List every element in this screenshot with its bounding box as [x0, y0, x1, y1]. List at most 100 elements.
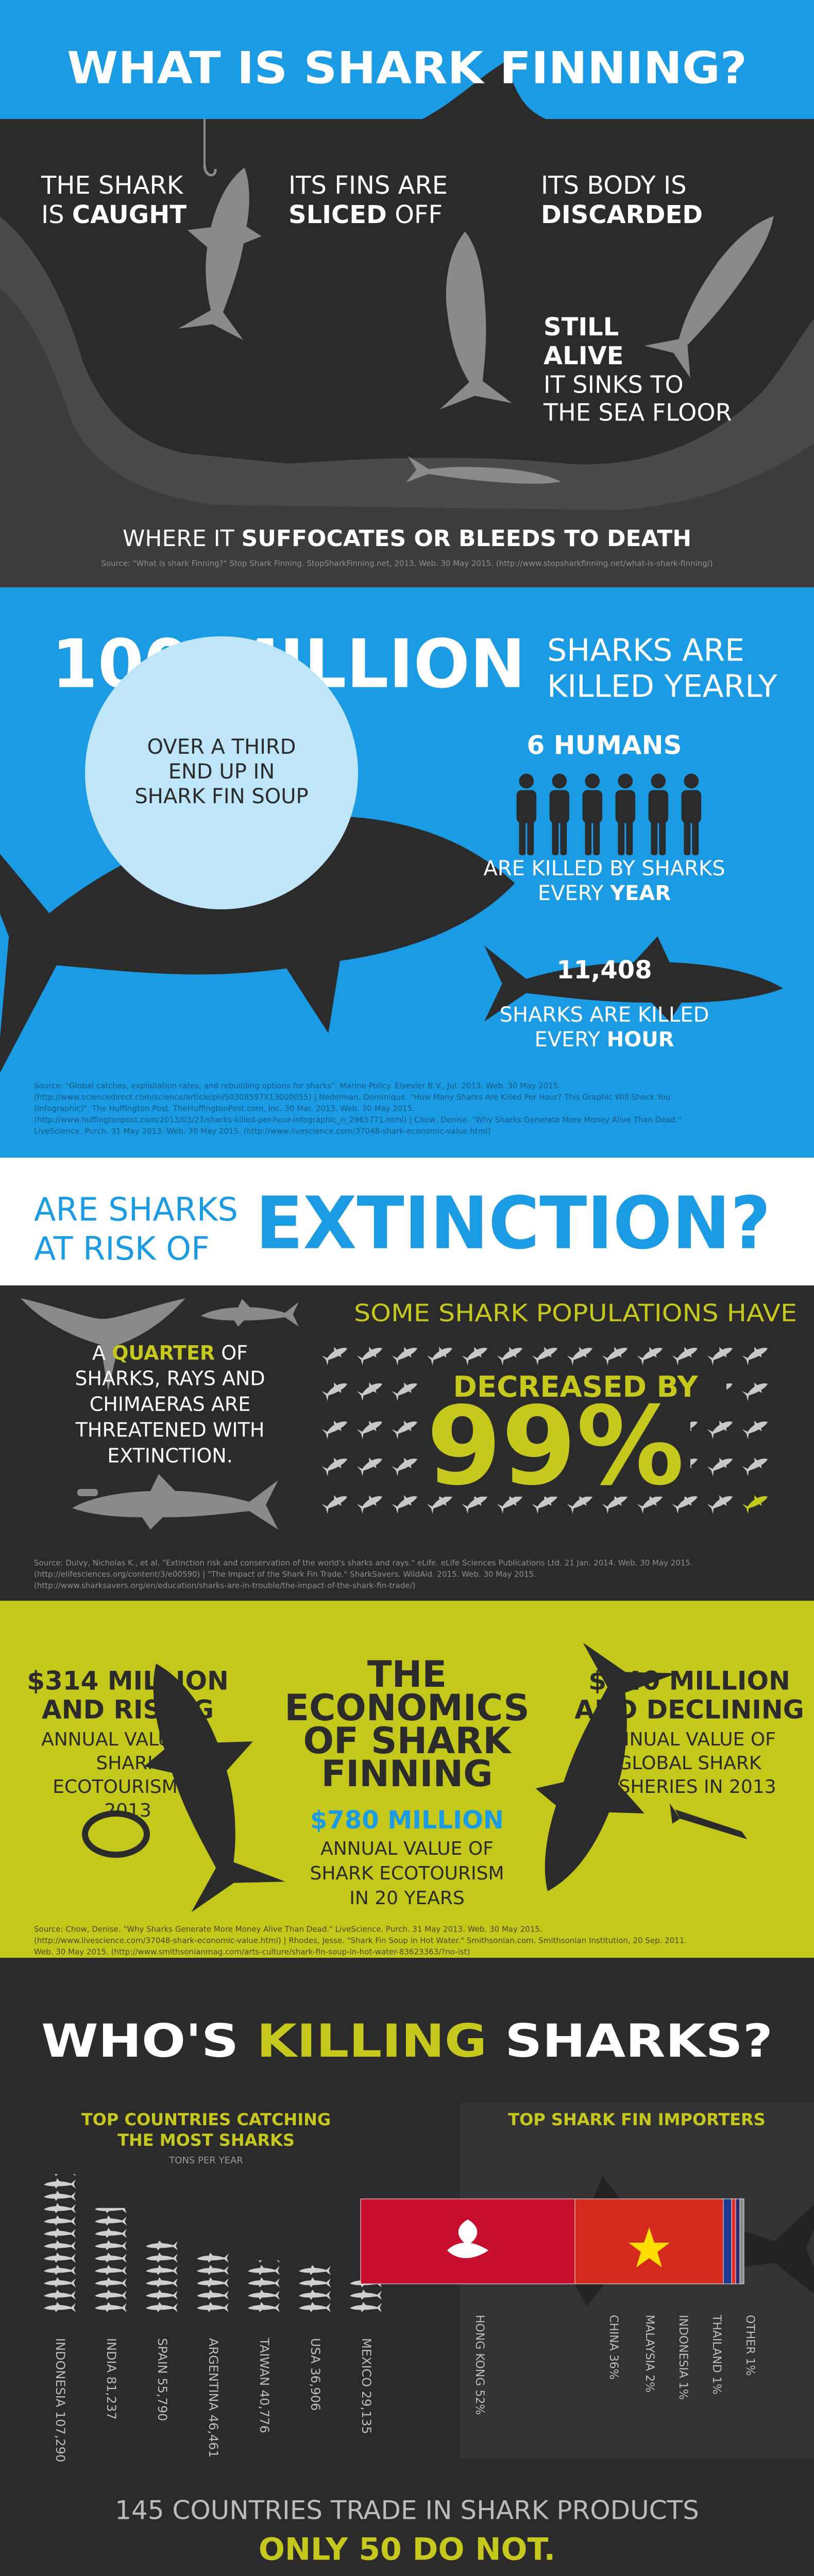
country-name: ARGENTINA	[206, 2338, 221, 2411]
importer-label: THAILAND 1%	[710, 2314, 723, 2395]
importer-value: 52%	[473, 2389, 486, 2415]
economics-text: SHARK ECOTOURISM	[310, 1863, 504, 1884]
economics-title: THE	[367, 1653, 447, 1696]
ray-silhouette	[21, 1298, 185, 1391]
economics-figure: $314 MILLION	[27, 1666, 229, 1696]
hourly-text: SHARKS ARE KILLED	[500, 1003, 709, 1027]
quarter-text: A	[92, 1342, 106, 1364]
step-text: SLICED OFF	[289, 200, 443, 229]
importer-name: HONG KONG	[473, 2315, 486, 2386]
step-emphasis: CAUGHT	[72, 200, 186, 229]
economics-title: FINNING	[321, 1753, 493, 1795]
quarter-text: OF	[221, 1342, 248, 1364]
catch-chart: INDONESIA 107,290 INDIA 81,237 SPAIN 55,79…	[44, 2174, 382, 2462]
step-emphasis: ALIVE	[544, 342, 624, 370]
soup-circle	[85, 636, 358, 909]
economics-text: FISHERIES IN 2013	[602, 1776, 776, 1798]
source-line: (http://www.sciencedirect.com/science/ar…	[34, 1093, 670, 1102]
source: Source: "What is shark Finning?" Stop Sh…	[101, 559, 713, 568]
killers-emphasis: KILLING	[257, 2014, 487, 2067]
subhead: SHARKS ARE	[547, 633, 744, 669]
quarter-emphasis: QUARTER	[112, 1342, 215, 1364]
importer-value: 1%	[676, 2382, 689, 2400]
step-text: IT SINKS TO	[544, 371, 684, 399]
source-line: Source: Dulvy, Nicholas K., et al. "Exti…	[34, 1558, 693, 1568]
country-label: MEXICO 29,135	[359, 2338, 374, 2434]
source-line: Source: Chow, Denise. "Why Sharks Genera…	[34, 1925, 542, 1934]
importer-name: CHINA	[607, 2315, 620, 2351]
step-emphasis: DISCARDED	[541, 200, 703, 229]
humans-text: EVERY	[538, 882, 604, 905]
chart-title: TOP SHARK FIN IMPORTERS	[508, 2110, 765, 2129]
header-band	[0, 0, 814, 119]
economics-figure: $640 MILLION	[588, 1666, 790, 1696]
subhead: KILLED YEARLY	[547, 669, 777, 705]
importer-value: 1%	[710, 2377, 723, 2395]
populations-figure: 99%	[427, 1383, 684, 1510]
importer-name: THAILAND	[710, 2314, 723, 2373]
economics-text: SHARK	[96, 1753, 160, 1774]
economics-trend: AND RISING	[42, 1695, 214, 1725]
step-text: ITS FINS ARE	[289, 171, 448, 200]
step-text: OFF	[395, 200, 443, 229]
quarter-text: A QUARTER OF	[92, 1342, 248, 1364]
source-line: (http://www.sharksavers.org/en/education…	[34, 1581, 415, 1590]
step-text: THE SHARK	[41, 171, 184, 200]
country-label: TAIWAN 40,776	[257, 2337, 272, 2433]
hammer-head	[77, 1489, 98, 1496]
economics-text: ANNUAL VALUE OF	[603, 1729, 776, 1750]
country-value: 107,290	[53, 2411, 67, 2462]
economics-title: ECONOMICS	[284, 1687, 530, 1729]
step-text: IS	[41, 200, 64, 229]
source-line: Source: "Global catches, exploitation ra…	[34, 1081, 561, 1091]
flag-emblem	[447, 2219, 488, 2258]
source: Source: "Global catches, exploitation ra…	[34, 1081, 682, 1136]
section-background	[0, 1158, 814, 1285]
importer-value: 2%	[643, 2375, 656, 2393]
fin-silhouette	[422, 62, 546, 119]
humans-title: 6 HUMANS	[527, 731, 682, 760]
importer-segment	[723, 2198, 732, 2284]
country-label: SPAIN 55,790	[155, 2338, 169, 2421]
economics-text: 2013	[104, 1800, 151, 1821]
populations-emphasis: DECREASED BY	[453, 1370, 699, 1404]
country-value: 81,237	[104, 2377, 118, 2420]
country-name: TAIWAN	[257, 2337, 272, 2386]
country-label: USA 36,906	[308, 2338, 323, 2411]
extinction-lead: AT RISK OF	[34, 1230, 210, 1267]
chart-unit: TONS PER YEAR	[168, 2155, 243, 2166]
step-text: THE SEA FLOOR	[543, 399, 732, 427]
soup-text: OVER A THIRD	[147, 735, 296, 759]
hook	[203, 164, 217, 177]
label-backdrop	[428, 1371, 726, 1404]
soup-text: SHARK FIN SOUP	[134, 785, 308, 808]
importer-label: OTHER 1%	[743, 2315, 756, 2376]
importer-segment	[735, 2198, 740, 2284]
mask-icon	[82, 1810, 150, 1858]
source: Source: Dulvy, Nicholas K., et al. "Exti…	[34, 1558, 693, 1590]
flag-emblem	[629, 2227, 670, 2267]
hourly-text: EVERY	[534, 1028, 600, 1052]
country-value: 36,906	[308, 2367, 323, 2411]
importer-value: 1%	[743, 2358, 756, 2376]
source-line: (http://www.livescience.com/37048-shark-…	[34, 1936, 687, 1945]
country-name: MEXICO	[359, 2338, 374, 2387]
step-text: WHERE IT	[123, 526, 234, 552]
economics-text: GLOBAL SHARK	[618, 1753, 762, 1774]
importer-name: MALAYSIA	[643, 2315, 656, 2371]
sea-floor-front	[0, 289, 814, 587]
humans-text: EVERY YEAR	[538, 882, 671, 905]
hourly-emphasis: HOUR	[607, 1028, 674, 1052]
source-line: (http://www.huffingtonpost.com/2013/03/2…	[34, 1115, 682, 1125]
quarter-text: THREATENED WITH	[75, 1419, 265, 1442]
importer-label: CHINA 36%	[607, 2315, 620, 2380]
economics-title: OF SHARK	[303, 1720, 512, 1762]
source-line: LiveScience. Purch. 31 May 2013. Web. 30…	[34, 1127, 490, 1136]
source-line: Web. 30 May 2015. (http://www.smithsonia…	[34, 1947, 470, 1957]
importers-chart: HONG KONG 52% CHINA 36% MALAYSIA 2% INDONES…	[360, 2198, 756, 2415]
importer-name: INDONESIA	[676, 2315, 689, 2378]
country-label: ARGENTINA 46,461	[206, 2338, 221, 2458]
economics-figure: $780 MILLION	[310, 1806, 504, 1835]
hourly-text: EVERY HOUR	[534, 1028, 674, 1052]
